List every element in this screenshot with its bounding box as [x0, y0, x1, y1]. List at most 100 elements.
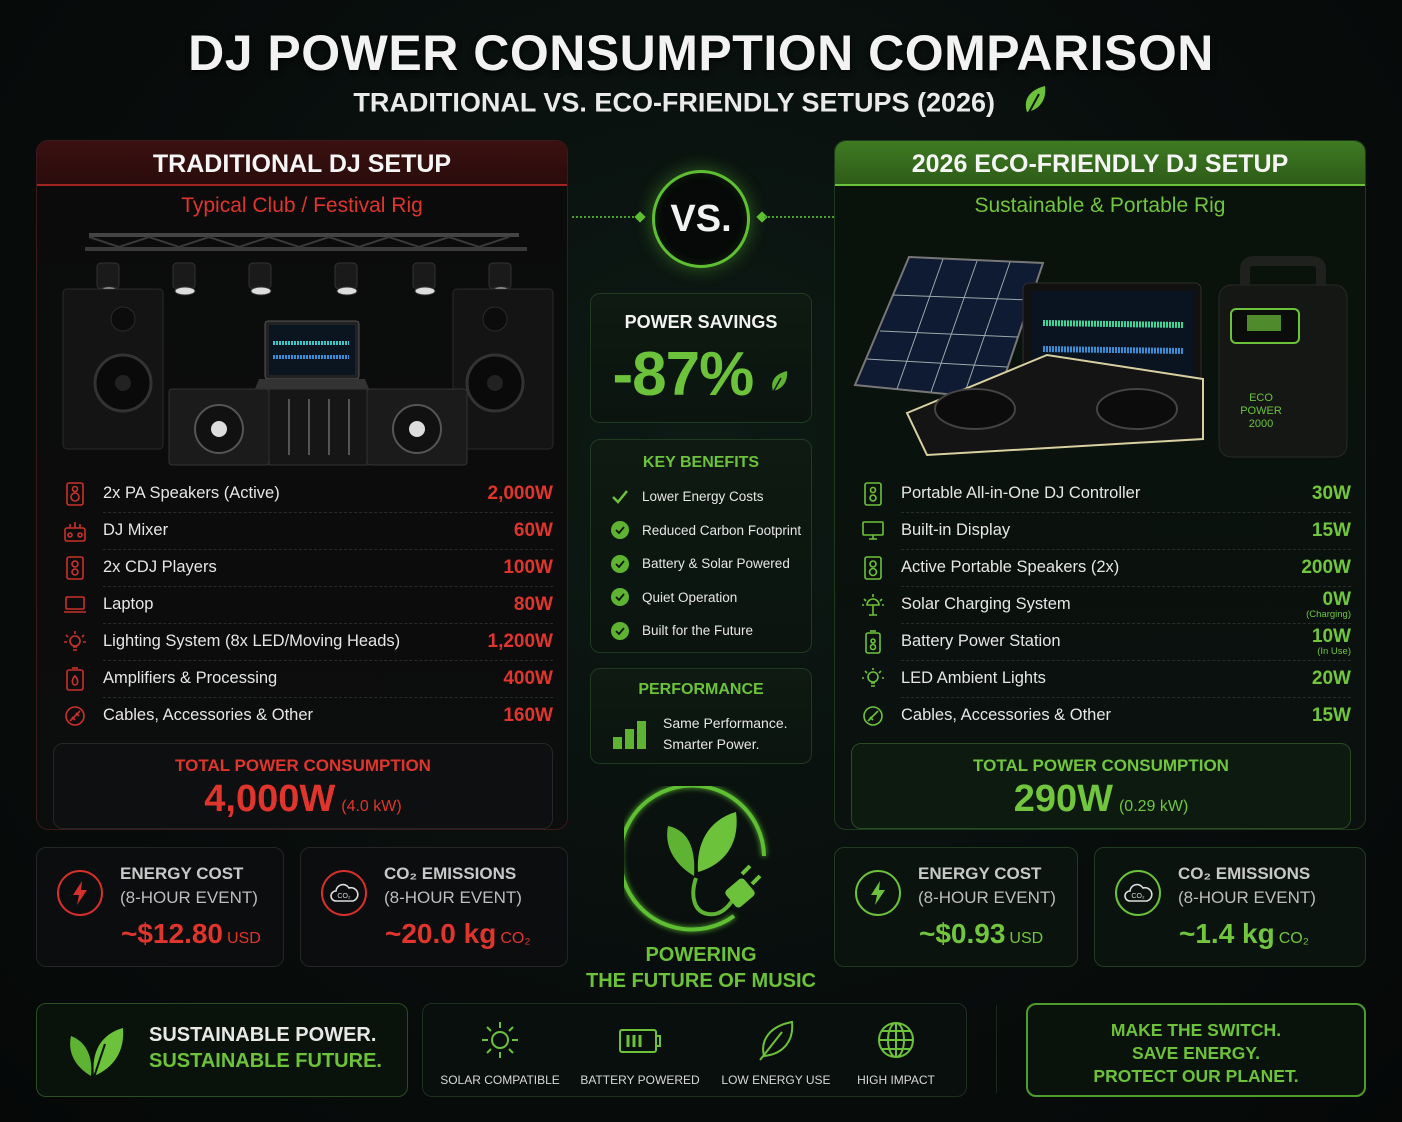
- item-label: Cables, Accessories & Other: [103, 706, 314, 724]
- card-title: CO₂ EMISSIONS: [384, 864, 517, 883]
- feature-label: LOW ENERGY USE: [721, 1073, 831, 1087]
- item-value: 80W: [513, 594, 553, 615]
- item-value: 1,200W: [487, 631, 553, 652]
- check-circle-icon: [611, 554, 629, 573]
- benefits-title: KEY BENEFITS: [642, 454, 760, 471]
- laptop-icon: [57, 592, 93, 618]
- light-bulb-icon: [57, 629, 93, 655]
- benefit-item: Built for the Future: [591, 614, 811, 648]
- savings-value-line: -87%: [591, 339, 811, 410]
- card-unit: CO₂: [1278, 930, 1309, 947]
- eco-emissions-card: CO₂ CO₂ EMISSIONS (8-HOUR EVENT) ~1.4 kg…: [1094, 847, 1366, 967]
- card-value-line: ~$12.80 USD: [121, 918, 261, 950]
- eco-items-list: Portable All-in-One DJ Controller 30W Bu…: [851, 475, 1351, 734]
- card-value: ~$0.93: [919, 918, 1006, 949]
- item-value: 2,000W: [487, 483, 553, 504]
- performance-title: PERFORMANCE: [638, 681, 764, 698]
- card-title: CO₂ EMISSIONS: [1178, 864, 1311, 883]
- list-item: Portable All-in-One DJ Controller 30W: [851, 475, 1351, 512]
- item-value: 0W (Charging): [1306, 588, 1351, 620]
- item-label: DJ Mixer: [103, 521, 169, 539]
- list-item: 2x PA Speakers (Active) 2,000W: [53, 475, 553, 512]
- features-strip: SOLAR COMPATIBLE BATTERY POWERED LOW ENE…: [422, 1003, 967, 1097]
- card-value-line: ~1.4 kg CO₂: [1179, 918, 1309, 950]
- total-value: 290W: [1013, 778, 1113, 820]
- item-value: 15W: [1311, 520, 1351, 541]
- amplifier-icon: [57, 666, 93, 692]
- leaves-icon: [70, 1028, 124, 1081]
- card-title: ENERGY COST: [120, 864, 244, 883]
- panel-title: 2026 ECO-FRIENDLY DJ SETUP: [835, 141, 1365, 186]
- benefit-item: Battery & Solar Powered: [591, 547, 811, 581]
- savings-value: -87%: [612, 340, 755, 409]
- benefit-item: Reduced Carbon Footprint: [591, 514, 811, 548]
- list-item: Amplifiers & Processing 400W: [53, 660, 553, 697]
- traditional-rig-illustration: [62, 233, 554, 466]
- feature-label: SOLAR COMPATIBLE: [440, 1073, 560, 1087]
- item-value: 30W: [1311, 483, 1351, 504]
- card-value: ~1.4 kg: [1179, 918, 1275, 949]
- item-value: 15W: [1311, 705, 1351, 726]
- cable-icon: [57, 703, 93, 729]
- slogan-line-1: SUSTAINABLE POWER.: [149, 1024, 377, 1046]
- divider-line-right: [764, 216, 834, 218]
- performance-text: Same Performance. Smarter Power.: [663, 715, 788, 752]
- feature-low-energy: LOW ENERGY USE: [711, 1018, 841, 1087]
- card-title: ENERGY COST: [918, 864, 1042, 883]
- speaker-icon: [855, 555, 891, 581]
- total-unit: (0.29 kW): [1118, 798, 1189, 815]
- list-item: Lighting System (8x LED/Moving Heads) 1,…: [53, 623, 553, 660]
- item-label: Lighting System (8x LED/Moving Heads): [103, 632, 401, 650]
- check-circle-icon: [611, 588, 629, 607]
- total-power-box: TOTAL POWER CONSUMPTION 290W (0.29 kW): [851, 743, 1351, 829]
- feature-high-impact: HIGH IMPACT: [831, 1018, 961, 1087]
- vs-badge: VS.: [652, 170, 750, 268]
- benefit-item: Quiet Operation: [591, 581, 811, 615]
- svg-text:ECO: ECO: [1249, 392, 1273, 404]
- list-item: Battery Power Station 10W (In Use): [851, 623, 1351, 660]
- card-value: ~$12.80: [121, 918, 223, 949]
- item-label: Portable All-in-One DJ Controller: [901, 484, 1141, 502]
- traditional-items-list: 2x PA Speakers (Active) 2,000W DJ Mixer …: [53, 475, 553, 734]
- feature-solar: SOLAR COMPATIBLE: [435, 1018, 565, 1087]
- card-unit: USD: [1009, 930, 1044, 947]
- list-item: LED Ambient Lights 20W: [851, 660, 1351, 697]
- total-value: 4,000W: [204, 778, 336, 820]
- savings-title: POWER SAVINGS: [624, 312, 778, 332]
- card-unit: USD: [227, 930, 261, 947]
- card-value-line: ~$0.93 USD: [919, 918, 1043, 950]
- card-period: (8-HOUR EVENT): [918, 888, 1056, 907]
- item-value: 20W: [1311, 668, 1351, 689]
- panel-subtitle: Sustainable & Portable Rig: [974, 194, 1226, 217]
- list-item: DJ Mixer 60W: [53, 512, 553, 549]
- check-circle-icon: [611, 521, 629, 540]
- total-value-line: 4,000W (4.0 kW): [54, 778, 552, 821]
- item-value: 60W: [513, 520, 553, 541]
- leaf-icon: [769, 340, 789, 409]
- item-note: (In Use): [1317, 645, 1351, 657]
- item-label: Amplifiers & Processing: [103, 669, 278, 687]
- total-label: TOTAL POWER CONSUMPTION: [175, 756, 431, 775]
- total-unit: (4.0 kW): [341, 798, 402, 815]
- item-label: Built-in Display: [901, 521, 1011, 539]
- svg-text:POWER: POWER: [1240, 405, 1282, 417]
- eco-energy-cost-card: ENERGY COST (8-HOUR EVENT) ~$0.93 USD: [834, 847, 1078, 967]
- power-savings-box: POWER SAVINGS -87%: [590, 293, 812, 423]
- benefits-list: Lower Energy Costs Reduced Carbon Footpr…: [591, 480, 811, 648]
- item-label: Battery Power Station: [901, 632, 1061, 650]
- item-value: 10W (In Use): [1311, 625, 1351, 657]
- list-item: 2x CDJ Players 100W: [53, 549, 553, 586]
- page-subtitle: TRADITIONAL VS. ECO-FRIENDLY SETUPS (202…: [0, 84, 1402, 125]
- svg-text:CO₂: CO₂: [337, 893, 351, 900]
- traditional-energy-cost-card: ENERGY COST (8-HOUR EVENT) ~$12.80 USD: [36, 847, 284, 967]
- item-label: Solar Charging System: [901, 595, 1071, 613]
- controller-icon: [855, 481, 891, 507]
- total-label: TOTAL POWER CONSUMPTION: [973, 756, 1229, 775]
- item-value: 100W: [503, 557, 553, 578]
- list-item: Active Portable Speakers (2x) 200W: [851, 549, 1351, 586]
- list-item: Cables, Accessories & Other 15W: [851, 697, 1351, 734]
- item-label: Cables, Accessories & Other: [901, 706, 1112, 724]
- feature-battery: BATTERY POWERED: [575, 1018, 705, 1087]
- item-label: LED Ambient Lights: [901, 669, 1046, 687]
- item-note: (Charging): [1306, 608, 1351, 620]
